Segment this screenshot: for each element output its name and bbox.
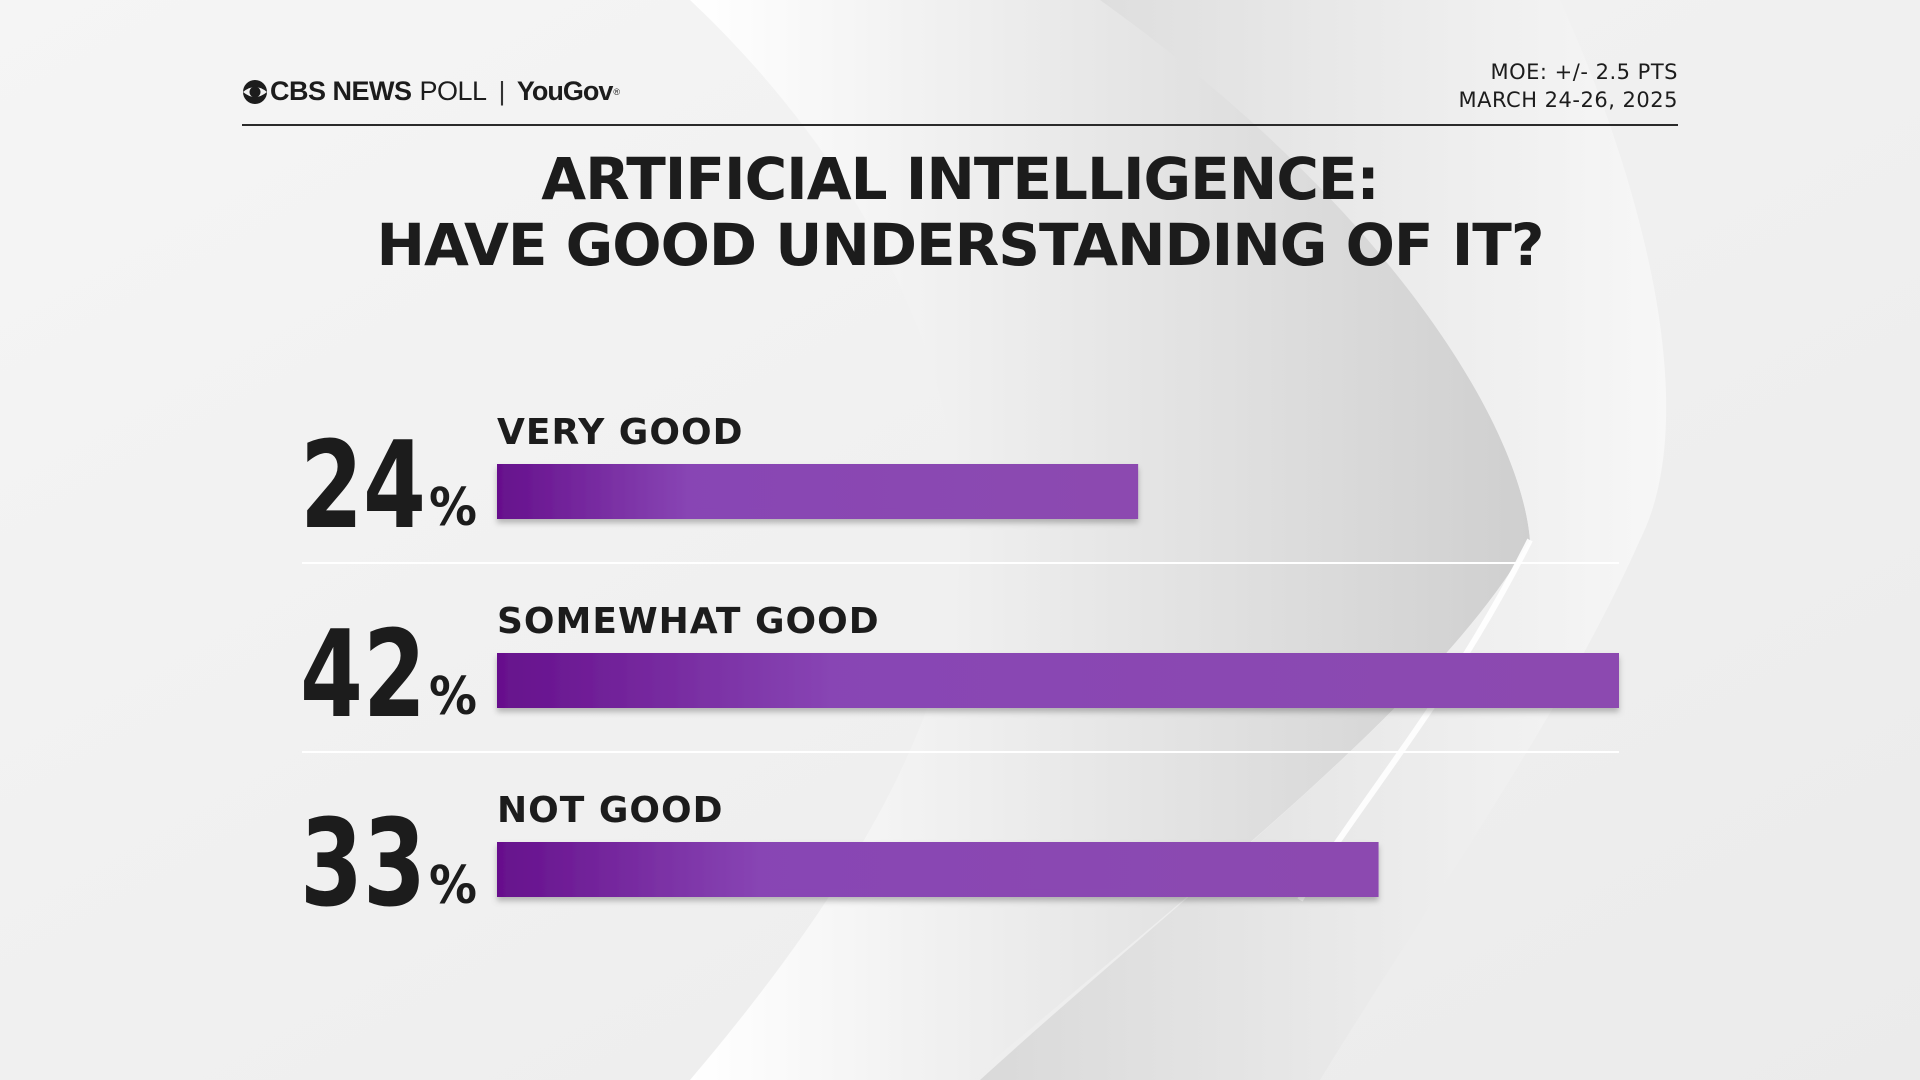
- poll-meta: MOE: +/- 2.5 PTS MARCH 24-26, 2025: [1459, 58, 1678, 114]
- value-label-not-good: 33: [300, 795, 426, 934]
- brand-logo: CBS NEWS POLL | YouGov ®: [242, 76, 620, 107]
- percent-sign-very-good: %: [429, 478, 477, 538]
- category-label-somewhat-good: SOMEWHAT GOOD: [497, 601, 880, 642]
- chart-title-line-2: HAVE GOOD UNDERSTANDING OF IT?: [376, 211, 1544, 279]
- brand-cbs-news: CBS NEWS: [270, 76, 412, 106]
- category-label-very-good: VERY GOOD: [497, 412, 743, 453]
- chart-title-line-1: ARTIFICIAL INTELLIGENCE:: [541, 145, 1379, 213]
- poll-dates: MARCH 24-26, 2025: [1458, 88, 1678, 112]
- percent-sign-somewhat-good: %: [429, 667, 477, 727]
- category-label-not-good: NOT GOOD: [497, 790, 723, 831]
- bar-row-not-good: 33 % NOT GOOD: [300, 790, 1379, 934]
- bar-somewhat-good: [497, 653, 1619, 708]
- brand-yougov: YouGov: [516, 76, 614, 106]
- header: CBS NEWS POLL | YouGov ® MOE: +/- 2.5 PT…: [242, 58, 1678, 126]
- chart-title: ARTIFICIAL INTELLIGENCE: HAVE GOOD UNDER…: [0, 146, 1920, 278]
- brand-separator: |: [498, 76, 506, 106]
- cbs-eye-icon: [243, 79, 267, 104]
- bar-very-good: [497, 464, 1139, 519]
- bar-not-good: [497, 842, 1379, 897]
- bar-row-somewhat-good: 42 % SOMEWHAT GOOD: [300, 601, 1619, 745]
- bar-row-very-good: 24 % VERY GOOD: [300, 412, 1139, 556]
- brand-registered-mark: ®: [613, 86, 620, 97]
- value-label-somewhat-good: 42: [300, 606, 426, 745]
- margin-of-error: MOE: +/- 2.5 PTS: [1490, 60, 1678, 84]
- percent-sign-not-good: %: [429, 856, 477, 916]
- value-label-very-good: 24: [300, 417, 426, 556]
- brand-poll: POLL: [419, 76, 488, 106]
